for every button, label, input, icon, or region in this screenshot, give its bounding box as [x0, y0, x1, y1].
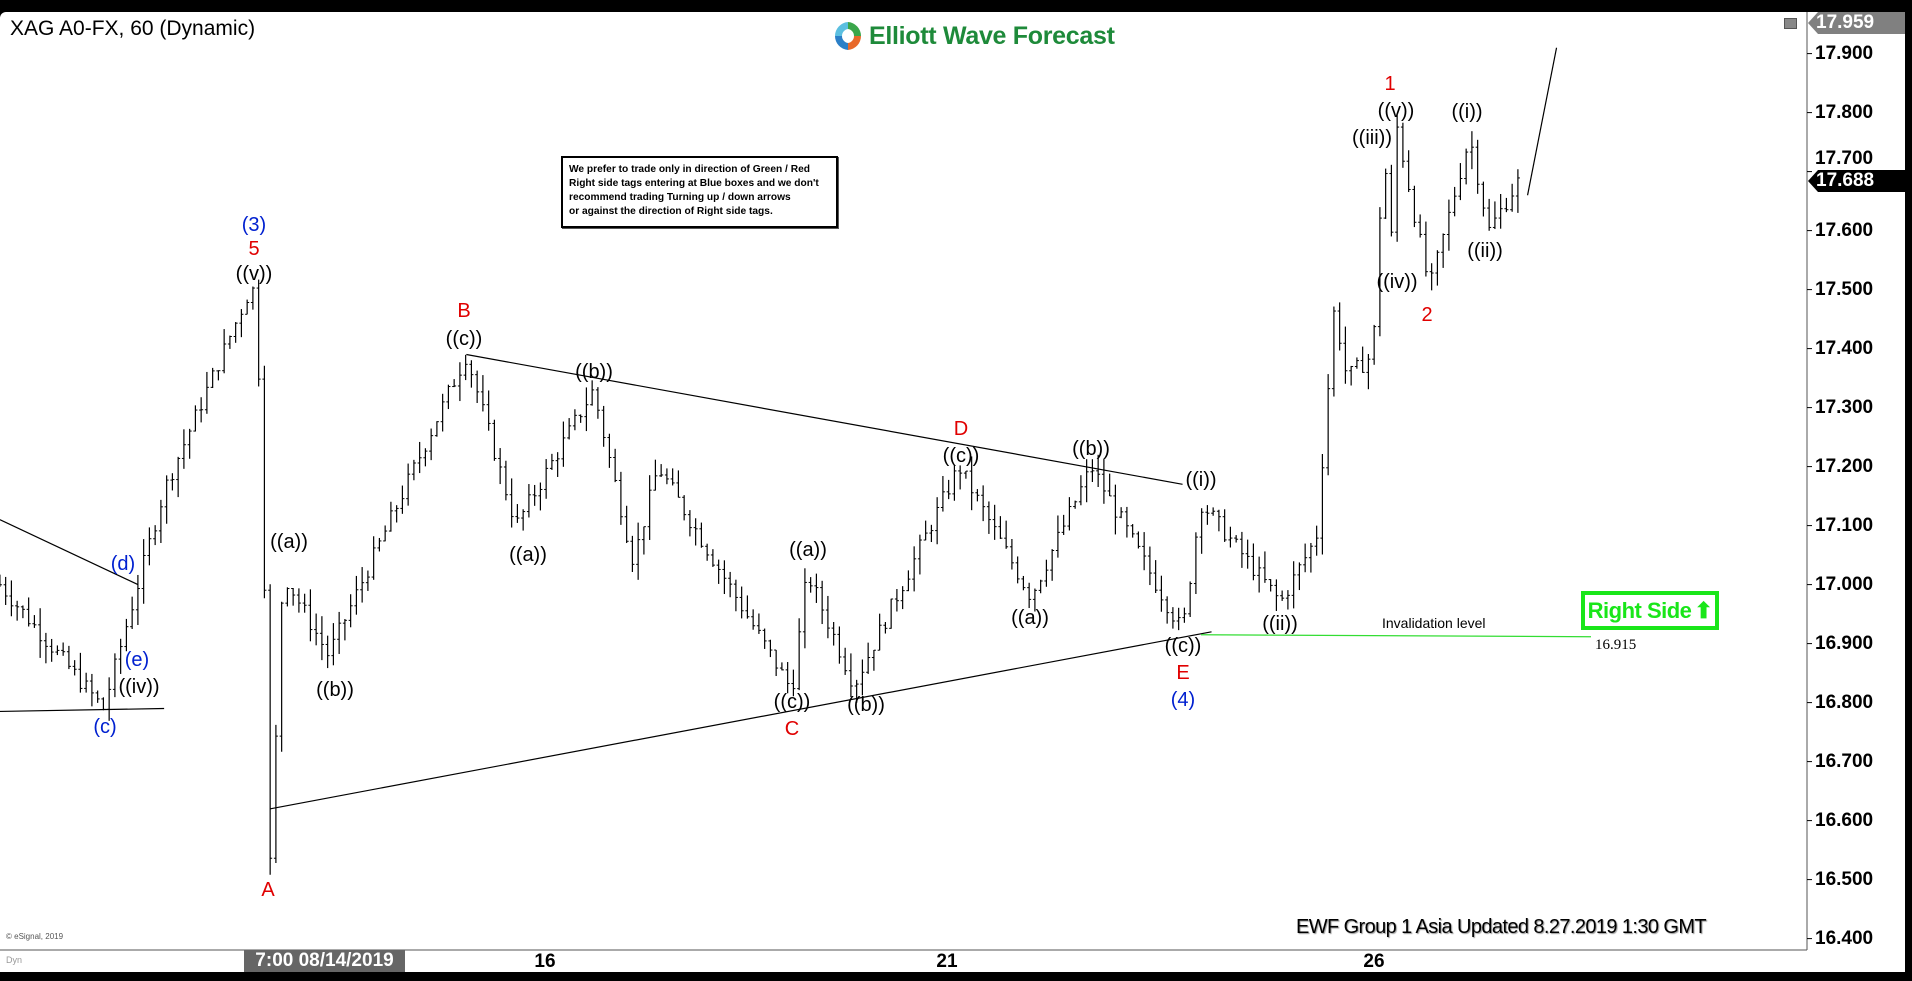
up-arrow-icon: ⬆ — [1694, 597, 1713, 623]
wave-label: 2 — [1421, 304, 1433, 326]
x-tick: 21 — [936, 951, 958, 972]
invalidation-line — [1200, 634, 1592, 638]
wave-label: (e) — [124, 649, 150, 671]
wave-label: ((b)) — [316, 679, 354, 701]
wave-label: ((iv)) — [118, 676, 160, 698]
wave-label: B — [457, 300, 471, 322]
invalidation-label: Invalidation level — [1382, 615, 1486, 631]
wave-label: ((c)) — [942, 445, 980, 467]
restore-window-icon[interactable] — [1784, 18, 1797, 29]
right-side-label: Right Side — [1587, 597, 1692, 623]
wave-label: (3) — [241, 214, 267, 236]
y-tick-label: 17.100 — [1815, 514, 1874, 536]
wave-label: ((a)) — [509, 544, 547, 566]
wave-label: (c) — [93, 716, 117, 738]
trendline — [270, 631, 1212, 810]
note-line: recommend trading Turning up / down arro… — [569, 192, 791, 203]
wave-label: ((v)) — [1377, 100, 1415, 122]
wave-label: ((i)) — [1451, 101, 1483, 123]
wave-label: ((c)) — [445, 328, 483, 350]
y-tick-label: 17.300 — [1815, 396, 1874, 418]
y-tick-label: 17.700 — [1815, 148, 1874, 169]
wave-label: ((a)) — [789, 539, 827, 561]
high-price-tag: 17.959 — [1808, 12, 1905, 34]
note-line: or against the direction of Right side t… — [569, 206, 773, 217]
wave-label: ((ii)) — [1262, 613, 1298, 635]
y-tick-label: 17.600 — [1815, 219, 1874, 241]
trendline — [0, 519, 139, 586]
logo: Elliott Wave Forecast — [833, 20, 1115, 52]
trendline — [0, 707, 165, 713]
time-axis[interactable]: Dyn 7:00 08/14/2019 16 21 26 — [0, 950, 1905, 972]
wave-label: C — [784, 718, 800, 740]
wave-label: 1 — [1384, 73, 1396, 95]
note-line: We prefer to trade only in direction of … — [569, 164, 810, 175]
wave-label: ((b)) — [1072, 438, 1110, 460]
right-side-tag: Right Side ⬆ — [1581, 591, 1719, 630]
y-tick-label: 17.400 — [1815, 337, 1874, 359]
y-tick-label: 17.900 — [1815, 42, 1874, 64]
wave-label: ((c)) — [1164, 635, 1202, 657]
y-tick-label: 16.700 — [1815, 750, 1874, 772]
wave-label: ((iv)) — [1376, 271, 1418, 293]
y-tick-label: 17.800 — [1815, 101, 1874, 123]
y-tick-label: 16.500 — [1815, 868, 1874, 890]
y-tick-label: 17.000 — [1815, 573, 1874, 595]
invalidation-value: 16.915 — [1595, 637, 1637, 653]
trendline — [466, 353, 1183, 485]
wave-label: ((i)) — [1185, 469, 1217, 491]
symbol-title: XAG A0-FX, 60 (Dynamic) — [10, 17, 256, 40]
y-tick-label: 16.800 — [1815, 691, 1874, 713]
projection-line — [1526, 47, 1558, 196]
chart-window — [0, 12, 1905, 972]
update-footer: EWF Group 1 Asia Updated 8.27.2019 1:30 … — [1296, 916, 1707, 938]
wave-label: (4) — [1170, 689, 1196, 711]
y-tick-label: 16.600 — [1815, 809, 1874, 831]
x-tick: 16 — [534, 951, 556, 972]
y-tick-label: 16.900 — [1815, 632, 1874, 654]
logo-swirl-icon — [834, 22, 862, 50]
wave-label: 5 — [248, 238, 260, 260]
wave-label: ((c)) — [773, 691, 811, 713]
y-tick-label: 16.400 — [1815, 927, 1874, 949]
dyn-label: Dyn — [6, 955, 23, 965]
wave-label: E — [1176, 662, 1190, 684]
wave-label: ((b)) — [847, 694, 885, 716]
y-tick-label: 17.500 — [1815, 278, 1874, 300]
wave-label: ((iii)) — [1352, 127, 1392, 149]
wave-label: ((v)) — [235, 263, 273, 285]
note-line: Right side tags entering at Blue boxes a… — [569, 178, 819, 189]
time-cursor-label: 7:00 08/14/2019 — [244, 950, 405, 972]
logo-text: Elliott Wave Forecast — [869, 21, 1115, 50]
wave-label: ((ii)) — [1467, 240, 1503, 262]
wave-label: ((b)) — [575, 361, 613, 383]
wave-label: ((a)) — [1011, 607, 1049, 629]
trading-note: We prefer to trade only in direction of … — [561, 156, 838, 228]
x-tick: 26 — [1363, 951, 1385, 972]
wave-label: ((a)) — [270, 531, 308, 553]
copyright: © eSignal, 2019 — [6, 932, 64, 941]
wave-label: (d) — [110, 553, 136, 575]
wave-label: A — [261, 879, 275, 901]
wave-label: D — [953, 418, 969, 440]
y-tick-label: 17.200 — [1815, 455, 1874, 477]
last-price-tag: 17.688 — [1808, 170, 1905, 192]
